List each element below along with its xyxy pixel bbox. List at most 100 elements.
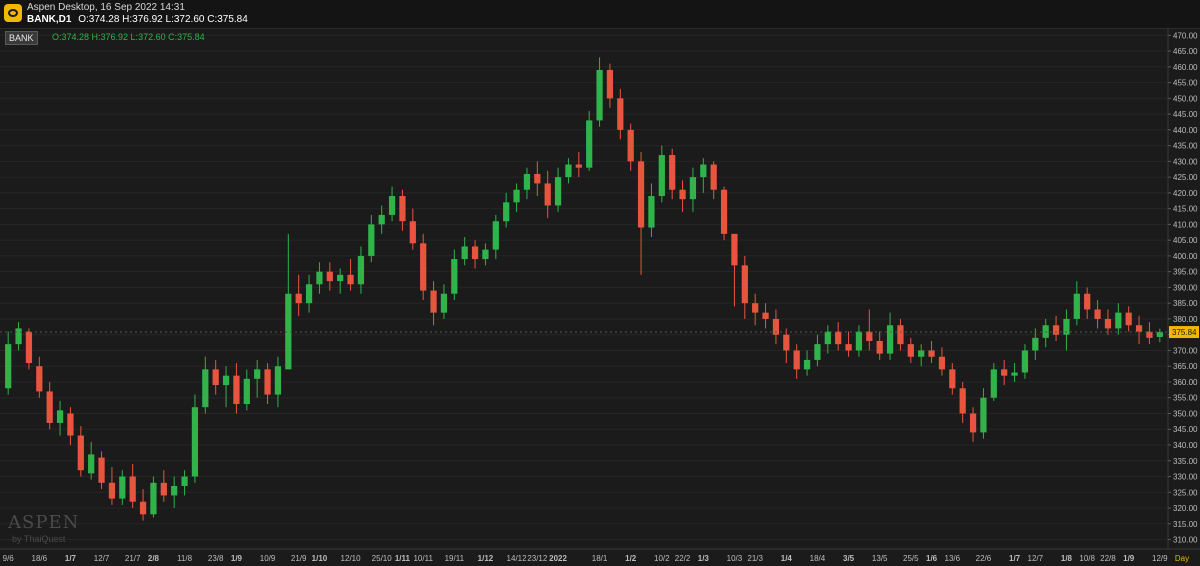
candle-body [264,369,271,395]
y-tick-label: 340.00 [1173,441,1198,450]
y-tick-label: 310.00 [1173,536,1198,545]
candle-body [1115,312,1122,329]
x-tick-label: 10/8 [1079,554,1095,563]
watermark-brand: ASPEN [8,512,80,533]
y-tick-label: 425.00 [1173,173,1198,182]
legend-ohlc: O:374.28 H:376.92 L:372.60 C:375.84 [52,32,205,42]
candle-body [886,325,894,354]
y-tick-label: 450.00 [1173,94,1198,103]
candle-body [471,246,479,260]
aspen-logo-icon[interactable] [4,4,22,22]
y-tick-label: 390.00 [1173,283,1198,292]
last-price-tag [1169,326,1199,339]
candle-body [222,375,230,386]
symbol-label: BANK,D1 [27,14,72,25]
candle-body [254,369,261,379]
candle-body [77,435,84,471]
x-tick-label: 23/12 [527,554,548,563]
x-tick-label: 12/10 [341,554,362,563]
candle-body [1146,331,1153,338]
x-tick-label: 13/6 [945,554,961,563]
y-tick-label: 460.00 [1173,63,1198,72]
x-tick-label: 21/7 [125,554,141,563]
x-tick-label: 10/3 [727,554,743,563]
candle-body [368,224,375,256]
y-tick-label: 385.00 [1173,299,1198,308]
x-tick-label: 11/8 [177,554,193,563]
candle-body [814,344,821,360]
candle-body [575,164,582,168]
y-tick-label: 445.00 [1173,110,1198,119]
x-tick-label: 2/8 [148,554,160,563]
candle-body [1032,337,1039,351]
candle-body [772,318,780,335]
candlestick-chart[interactable]: 470.00 465.00 460.00 455.00 450.00 445.00 440.… [0,29,1200,566]
candle-body [669,155,676,190]
x-tick-label: 10/2 [654,554,670,563]
x-tick-label: 1/7 [1009,554,1021,563]
candle-body [1042,325,1049,338]
candle-body [461,246,468,260]
candle-body [482,249,489,260]
candle-body [720,189,728,234]
y-tick-label: 440.00 [1173,126,1198,135]
y-tick-label: 415.00 [1173,205,1198,214]
candle-body [25,331,33,364]
candle-body [565,164,572,178]
candle-body [191,407,199,477]
candle-body [1094,309,1101,319]
window-title: Aspen Desktop, 16 Sep 2022 14:31 [27,2,185,13]
candle-body [658,155,665,197]
x-tick-label: 13/5 [872,554,888,563]
x-tick-label: 18/6 [32,554,48,563]
candle-body [959,388,966,414]
candle-body [544,183,551,206]
candle-body [139,501,147,515]
x-tick-label: 1/10 [312,554,328,563]
candle-body [783,334,790,351]
y-tick-label: 420.00 [1173,189,1198,198]
candle-body [617,98,624,130]
y-tick-label: 410.00 [1173,220,1198,229]
ohlc-readout: O:374.28 H:376.92 L:372.60 C:375.84 [78,14,248,25]
y-tick-label: 395.00 [1173,268,1198,277]
x-tick-label: 18/1 [592,554,608,563]
candle-body [606,69,614,99]
chart-area[interactable]: 470.00 465.00 460.00 455.00 450.00 445.00 440.… [0,29,1200,566]
y-tick-label: 465.00 [1173,47,1198,56]
x-tick-label: 22/6 [976,554,992,563]
x-tick-label: 18/4 [810,554,826,563]
candle-body [969,413,977,433]
candle-body [596,69,603,121]
candle-body [700,164,707,178]
x-tick-label: 1/3 [698,554,710,563]
legend-symbol-tag[interactable]: BANK [5,31,38,45]
x-tick-label: 1/12 [478,554,494,563]
candle-body [1104,318,1112,329]
candle-body [119,476,126,499]
y-tick-label: 335.00 [1173,457,1198,466]
x-tick-label: 1/2 [625,554,637,563]
x-tick-label: 1/9 [231,554,243,563]
y-tick-label: 455.00 [1173,79,1198,88]
candle-body [316,271,323,285]
candle-body [409,221,416,244]
candle-body [990,369,997,398]
candle-body [378,214,385,225]
x-tick-label: 21/9 [291,554,307,563]
candle-body [793,350,800,370]
candle-body [1125,312,1132,326]
y-tick-label: 470.00 [1173,31,1198,40]
y-tick-label: 370.00 [1173,346,1198,355]
candle-body [762,312,769,319]
title-bar: Aspen Desktop, 16 Sep 2022 14:31 BANK,D1… [0,0,1200,29]
candle-body [731,233,738,266]
candle-body [337,274,344,282]
candle-body [637,161,645,228]
y-tick-label: 345.00 [1173,425,1198,434]
y-tick-label: 315.00 [1173,520,1198,529]
candle-body [305,284,313,304]
y-tick-label: 430.00 [1173,157,1198,166]
x-tick-label: 10/11 [413,554,433,563]
x-tick-label: 25/5 [903,554,919,563]
